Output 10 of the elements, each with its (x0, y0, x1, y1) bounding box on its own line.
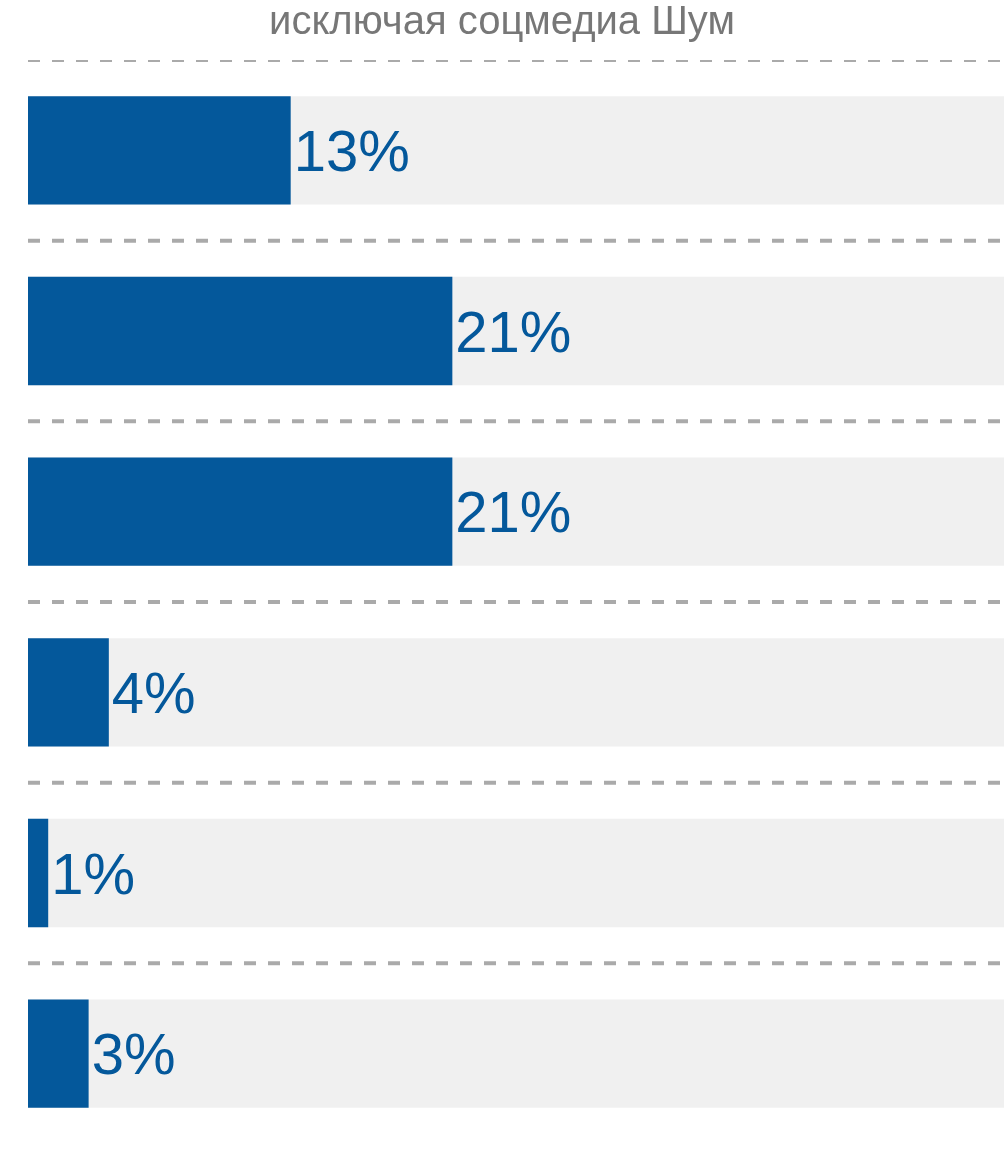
data-label: 3% (91, 1021, 176, 1087)
bar (28, 818, 49, 928)
data-label: 1% (51, 840, 136, 906)
bar (28, 999, 89, 1108)
data-label: 4% (111, 659, 196, 725)
chart-title: исключая соцмедиа Шум (269, 0, 735, 42)
data-label: 13% (293, 117, 410, 183)
bar (28, 638, 109, 747)
data-label: 21% (455, 479, 572, 545)
data-label: 21% (455, 298, 572, 364)
